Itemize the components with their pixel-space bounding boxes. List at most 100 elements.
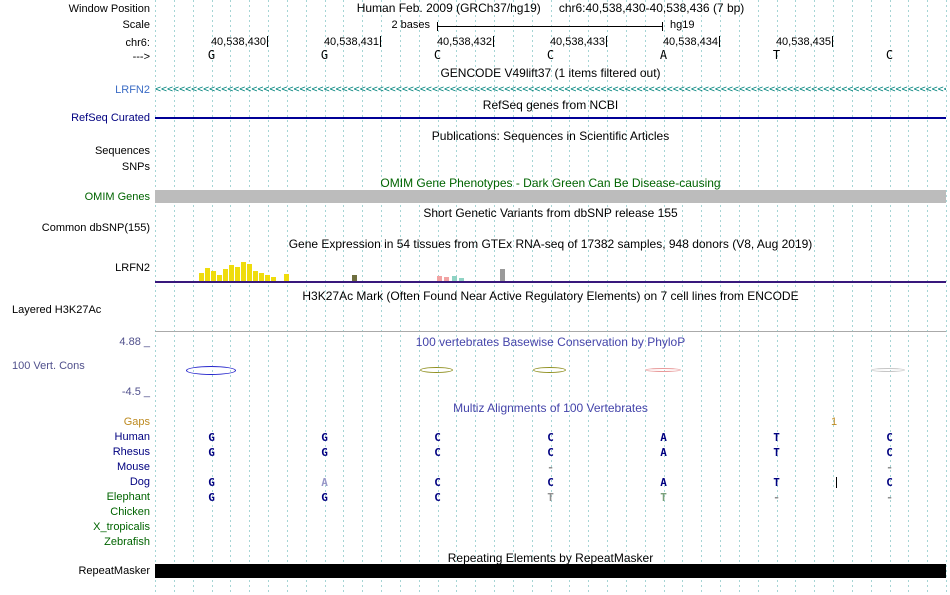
gtex-baseline [155, 281, 946, 283]
alignment-base: G [208, 431, 215, 444]
omim-gene-item[interactable] [155, 190, 946, 203]
grid-line [588, 0, 590, 595]
track-label-lrfn2-gtex[interactable]: LRFN2 [115, 262, 150, 274]
grid-line [833, 0, 834, 595]
track-label-100-vert-cons[interactable]: 100 Vert. Cons [12, 360, 85, 372]
scale-bar-line [438, 26, 662, 27]
track-label-gaps[interactable]: Gaps [123, 416, 150, 428]
alignment-base: - [886, 461, 893, 474]
grid-line [569, 0, 571, 595]
ruler-base: C [433, 48, 442, 62]
track-title-omim[interactable]: OMIM Gene Phenotypes - Dark Green Can Be… [380, 176, 721, 190]
grid-line [305, 0, 307, 595]
gtex-expression-bar[interactable] [271, 277, 276, 281]
track-label-common-dbsnp[interactable]: Common dbSNP(155) [41, 222, 150, 234]
grid-line [249, 0, 251, 595]
ruler-base: G [207, 48, 216, 62]
gtex-expression-bar[interactable] [284, 274, 289, 281]
gtex-expression-bar[interactable] [235, 267, 240, 281]
alignment-base: T [773, 446, 780, 459]
gtex-expression-bar[interactable] [223, 269, 228, 281]
gtex-expression-bar[interactable] [253, 271, 258, 281]
gtex-expression-bar[interactable] [247, 264, 252, 281]
gtex-expression-bar[interactable] [459, 278, 464, 281]
species-label-zebrafish[interactable]: Zebrafish [104, 536, 150, 548]
grid-line [851, 0, 853, 595]
gtex-expression-bar[interactable] [205, 268, 210, 281]
grid-line [682, 0, 684, 595]
track-title-h3k27ac[interactable]: H3K27Ac Mark (Often Found Near Active Re… [302, 289, 799, 303]
gtex-expression-bar[interactable] [211, 271, 216, 281]
species-label-rhesus[interactable]: Rhesus [112, 446, 150, 458]
species-label-dog[interactable]: Dog [129, 476, 150, 488]
scale-bar [437, 22, 663, 31]
species-label-x-tropicalis[interactable]: X_tropicalis [93, 521, 150, 533]
grid-line [343, 0, 345, 595]
track-label-lrfn2-gencode[interactable]: LRFN2 [115, 84, 150, 96]
gtex-expression-bar[interactable] [444, 277, 449, 281]
grid-line [908, 0, 910, 595]
assembly-name: Human Feb. 2009 (GRCh37/hg19) [356, 1, 541, 15]
alignment-base: G [208, 491, 215, 504]
track-label-snps[interactable]: SNPs [121, 161, 150, 173]
position-range: chr6:40,538,430-40,538,436 (7 bp) [558, 1, 745, 15]
gtex-expression-bar[interactable] [217, 275, 222, 281]
repeatmasker-item[interactable] [155, 564, 946, 578]
gtex-expression-bar[interactable] [352, 275, 357, 281]
coordinate-label: 40,538,430 [210, 36, 266, 48]
track-title-gencode[interactable]: GENCODE V49lift37 (1 items filtered out) [440, 66, 661, 80]
track-title-repeatmasker[interactable]: Repeating Elements by RepeatMasker [447, 551, 654, 565]
track-title-refseq[interactable]: RefSeq genes from NCBI [482, 98, 619, 112]
gtex-expression-bar[interactable] [452, 276, 457, 281]
alignment-base: G [321, 446, 328, 459]
scale-label: Scale [122, 19, 150, 31]
gtex-expression-bar[interactable] [241, 262, 246, 281]
alignment-base: A [660, 476, 667, 489]
grid-line [946, 0, 947, 595]
gtex-expression-bar[interactable] [229, 265, 234, 281]
alignment-base: - [773, 491, 780, 504]
species-label-chicken[interactable]: Chicken [110, 506, 150, 518]
track-title-gtex[interactable]: Gene Expression in 54 tissues from GTEx … [288, 237, 813, 251]
track-label-sequences[interactable]: Sequences [94, 145, 150, 157]
grid-line [625, 0, 627, 595]
ruler-base: C [546, 48, 555, 62]
alignment-base: C [434, 491, 441, 504]
track-title-phylop[interactable]: 100 vertebrates Basewise Conservation by… [415, 335, 686, 349]
track-label-omim-genes[interactable]: OMIM Genes [84, 191, 150, 203]
insertion-marker [836, 477, 837, 488]
window-position-value: Human Feb. 2009 (GRCh37/hg19) chr6:40,538… [155, 2, 946, 15]
gtex-expression-bar[interactable] [199, 273, 204, 281]
alignment-base: C [886, 476, 893, 489]
ruler-base: T [772, 48, 781, 62]
gtex-expression-bar[interactable] [437, 276, 442, 281]
alignment-base: G [208, 476, 215, 489]
transcript-arrows[interactable]: <<<<<<<<<<<<<<<<<<<<<<<<<<<<<<<<<<<<<<<<… [155, 84, 946, 95]
gtex-expression-bar[interactable] [265, 275, 270, 281]
grid-line [927, 0, 929, 595]
coordinate-tick [832, 36, 833, 47]
track-title-dbsnp[interactable]: Short Genetic Variants from dbSNP releas… [423, 206, 678, 220]
species-label-mouse[interactable]: Mouse [116, 461, 150, 473]
track-title-publications[interactable]: Publications: Sequences in Scientific Ar… [431, 129, 670, 143]
track-label-repeatmasker[interactable]: RepeatMasker [78, 565, 150, 577]
coordinate-label: 40,538,435 [775, 36, 831, 48]
track-label-layered-h3k27ac[interactable]: Layered H3K27Ac [12, 304, 102, 316]
alignment-base: C [434, 446, 441, 459]
refseq-gene-item[interactable] [155, 117, 946, 119]
grid-line [494, 0, 495, 595]
alignment-base: T [773, 476, 780, 489]
track-title-multiz[interactable]: Multiz Alignments of 100 Vertebrates [453, 401, 648, 415]
scale-genome-label: hg19 [670, 19, 695, 31]
species-label-human[interactable]: Human [114, 431, 150, 443]
grid-line [211, 0, 213, 595]
coordinate-label: 40,538,434 [662, 36, 718, 48]
gtex-expression-bar[interactable] [500, 269, 505, 281]
track-separator [155, 331, 946, 332]
species-label-elephant[interactable]: Elephant [106, 491, 150, 503]
grid-line [795, 0, 797, 595]
gtex-expression-bar[interactable] [259, 273, 264, 281]
grid-line [475, 0, 477, 595]
grid-line [456, 0, 458, 595]
track-label-refseq-curated[interactable]: RefSeq Curated [71, 112, 150, 124]
